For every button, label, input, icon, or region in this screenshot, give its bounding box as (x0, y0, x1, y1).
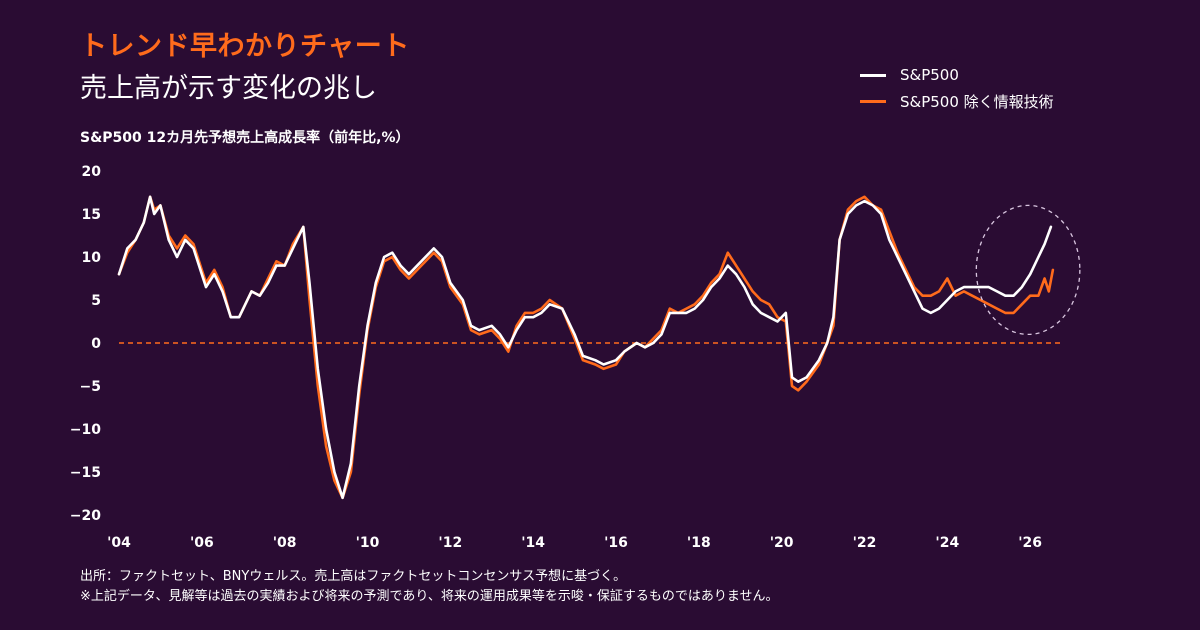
y-axis-ticks: 20 15 10 5 0 −5 −10 −15 −20 (70, 164, 101, 524)
y-tick-label: 10 (82, 250, 102, 266)
x-tick-label: '26 (1018, 535, 1042, 551)
chart-legend: S&P500 S&P500 除く情報技術 (860, 62, 1054, 114)
y-tick-label: 5 (91, 293, 101, 309)
y-axis-caption: S&P500 12カ月先予想売上高成長率（前年比,%） (80, 130, 410, 146)
legend-item-sp500: S&P500 (860, 62, 1054, 88)
footnote-disclaimer: ※上記データ、見解等は過去の実績および将来の予測であり、将来の運用成果等を示唆・… (80, 589, 779, 604)
series-lines (117, 195, 1055, 500)
y-tick-label: 0 (91, 336, 101, 352)
y-tick-label: −15 (70, 465, 101, 481)
chart-kicker-title: トレンド早わかりチャート (80, 31, 410, 62)
chart-headline: 売上高が示す変化の兆し (80, 73, 377, 104)
y-tick-label: 20 (82, 164, 102, 180)
legend-swatch-sp500-ex-it (860, 99, 886, 103)
legend-label-sp500: S&P500 (900, 66, 959, 84)
x-tick-label: '06 (190, 535, 214, 551)
x-tick-label: '08 (273, 535, 297, 551)
x-tick-label: '04 (107, 535, 131, 551)
y-tick-label: −10 (70, 422, 101, 438)
footnote: 出所：ファクトセット、BNYウェルス。売上高はファクトセットコンセンサス予想に基… (80, 567, 778, 607)
series-line-sp500-ex-it (117, 195, 1055, 500)
footnote-source: 出所：ファクトセット、BNYウェルス。売上高はファクトセットコンセンサス予想に基… (80, 569, 627, 584)
highlight-group (975, 204, 1081, 336)
x-tick-label: '12 (438, 535, 462, 551)
legend-label-sp500-ex-it: S&P500 除く情報技術 (900, 92, 1054, 111)
legend-swatch-sp500 (860, 73, 886, 77)
y-tick-label: −20 (70, 508, 101, 524)
highlight-ellipse (975, 204, 1081, 336)
x-tick-label: '24 (935, 535, 959, 551)
x-axis-ticks: '04 '06 '08 '10 '12 '14 '16 '18 '20 '22 '24 '26 (107, 535, 1042, 551)
x-tick-label: '22 (853, 535, 877, 551)
x-tick-label: '16 (604, 535, 628, 551)
x-tick-label: '20 (770, 535, 794, 551)
y-tick-label: −5 (80, 379, 101, 395)
y-tick-label: 15 (82, 207, 101, 223)
x-tick-label: '14 (521, 535, 545, 551)
legend-item-sp500-ex-it: S&P500 除く情報技術 (860, 88, 1054, 114)
x-tick-label: '10 (356, 535, 380, 551)
x-tick-label: '18 (687, 535, 711, 551)
series-line-sp500 (117, 195, 1053, 500)
